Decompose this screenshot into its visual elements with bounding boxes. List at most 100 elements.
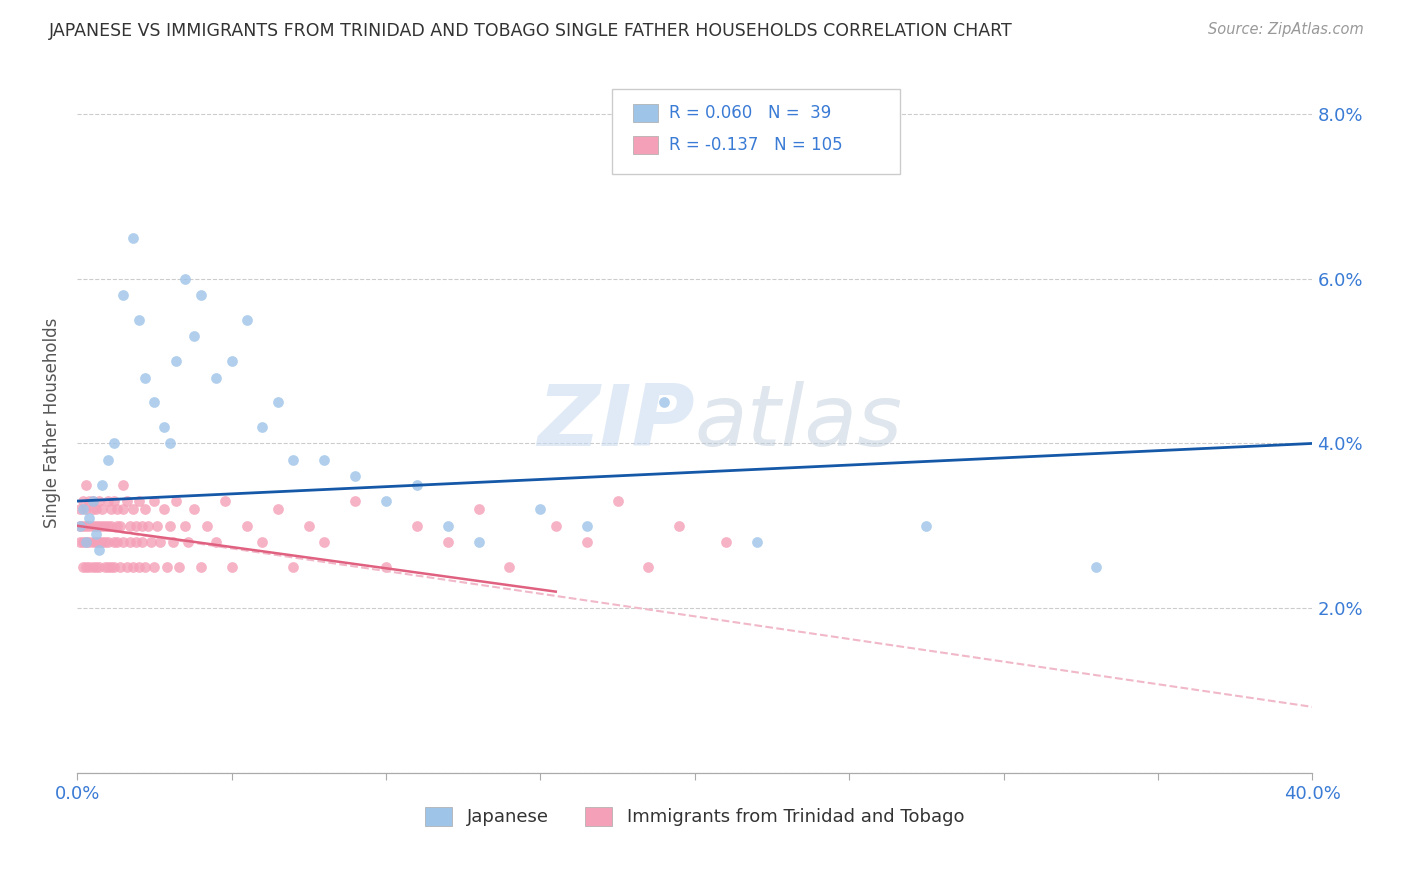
Point [177, 535, 200, 549]
Point [100, 560, 122, 574]
Point [344, 494, 367, 508]
Point [668, 518, 690, 533]
Point [165, 354, 187, 368]
Point [82, 494, 104, 508]
Point [143, 560, 166, 574]
Point [134, 502, 156, 516]
Point [131, 518, 153, 533]
Point [75, 518, 97, 533]
Point [90, 535, 112, 549]
Point [72, 518, 94, 533]
Point [115, 494, 138, 508]
Point [112, 288, 135, 302]
Point [79, 494, 101, 508]
Point [436, 518, 458, 533]
Point [267, 395, 290, 409]
Point [97, 453, 120, 467]
Point [90, 477, 112, 491]
Point [79, 535, 101, 549]
Point [75, 535, 97, 549]
Text: R = 0.060   N =  39: R = 0.060 N = 39 [669, 104, 831, 122]
Point [79, 510, 101, 524]
Point [121, 502, 143, 516]
Point [69, 518, 91, 533]
Point [128, 313, 150, 327]
Point [82, 560, 104, 574]
Point [105, 518, 128, 533]
Point [131, 535, 153, 549]
Point [110, 560, 132, 574]
Y-axis label: Single Father Households: Single Father Households [44, 318, 60, 528]
Point [652, 395, 675, 409]
Point [79, 518, 101, 533]
Point [190, 560, 212, 574]
Point [183, 329, 205, 343]
Point [136, 518, 159, 533]
Point [152, 420, 174, 434]
Point [149, 535, 172, 549]
Point [236, 518, 259, 533]
Point [90, 502, 112, 516]
Point [159, 436, 181, 450]
Point [283, 453, 305, 467]
Point [314, 453, 336, 467]
Point [90, 518, 112, 533]
Point [134, 370, 156, 384]
Point [69, 502, 91, 516]
Point [167, 560, 190, 574]
Point [87, 535, 110, 549]
Point [121, 560, 143, 574]
Point [100, 518, 122, 533]
Point [141, 535, 163, 549]
Point [498, 560, 520, 574]
Point [84, 502, 107, 516]
Point [714, 535, 737, 549]
Point [205, 370, 228, 384]
Point [165, 494, 187, 508]
Point [214, 494, 236, 508]
Point [94, 535, 117, 549]
Point [183, 502, 205, 516]
Point [100, 502, 122, 516]
Legend: Japanese, Immigrants from Trinidad and Tobago: Japanese, Immigrants from Trinidad and T… [418, 800, 972, 834]
Point [152, 502, 174, 516]
Point [544, 518, 567, 533]
Point [112, 477, 135, 491]
Point [156, 560, 179, 574]
Point [174, 272, 197, 286]
Point [110, 518, 132, 533]
Point [467, 535, 489, 549]
Point [405, 477, 427, 491]
Point [125, 518, 148, 533]
Point [118, 535, 141, 549]
Point [75, 560, 97, 574]
Point [143, 494, 166, 508]
Point [84, 518, 107, 533]
Point [84, 560, 107, 574]
Point [252, 420, 274, 434]
Point [1085, 560, 1108, 574]
Point [575, 535, 598, 549]
Point [374, 560, 396, 574]
Point [84, 535, 107, 549]
Point [314, 535, 336, 549]
Point [112, 502, 135, 516]
Point [298, 518, 321, 533]
Text: JAPANESE VS IMMIGRANTS FROM TRINIDAD AND TOBAGO SINGLE FATHER HOUSEHOLDS CORRELA: JAPANESE VS IMMIGRANTS FROM TRINIDAD AND… [49, 22, 1012, 40]
Point [82, 494, 104, 508]
Point [72, 494, 94, 508]
Point [69, 518, 91, 533]
Point [606, 494, 628, 508]
Point [121, 230, 143, 244]
Point [529, 502, 551, 516]
Point [467, 502, 489, 516]
Point [637, 560, 659, 574]
Point [87, 518, 110, 533]
Point [75, 502, 97, 516]
Point [82, 535, 104, 549]
Point [94, 518, 117, 533]
Point [103, 535, 125, 549]
Point [97, 535, 120, 549]
Point [205, 535, 228, 549]
Point [87, 560, 110, 574]
